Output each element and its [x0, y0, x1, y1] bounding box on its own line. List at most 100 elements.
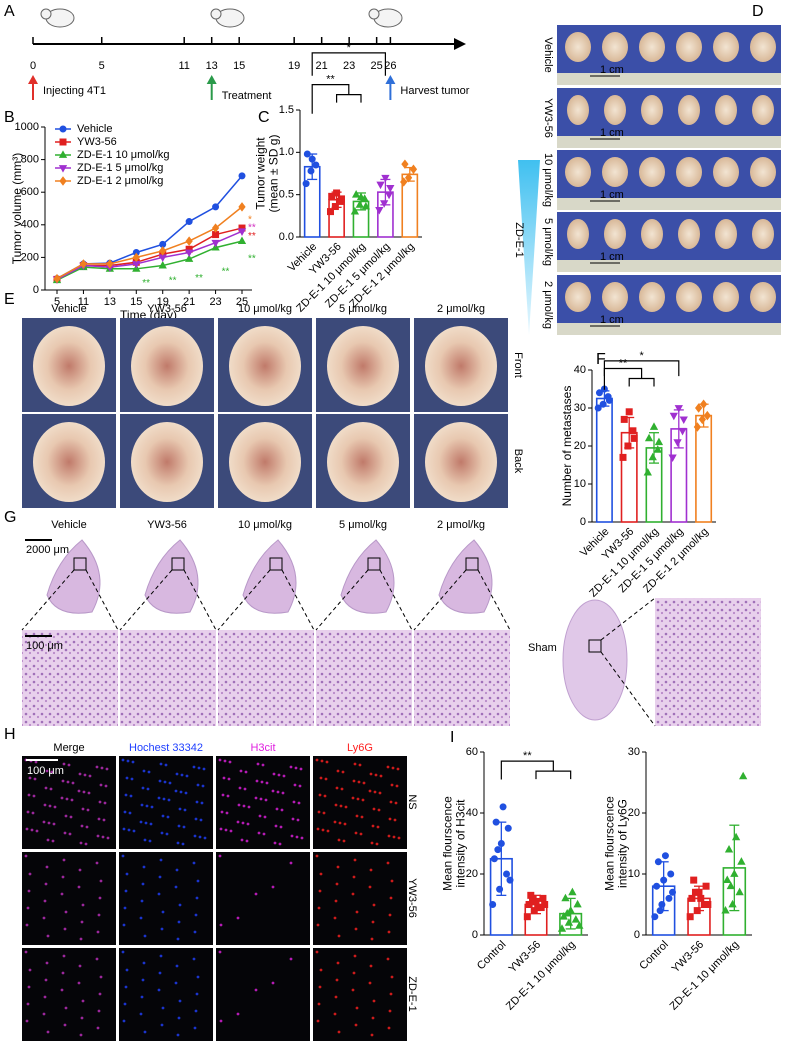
cell: [256, 762, 260, 766]
data-point: [356, 192, 366, 201]
bar: [595, 397, 613, 523]
cell: [224, 828, 228, 832]
data-point: [575, 921, 584, 929]
column-label: 10 μmol/kg: [238, 303, 292, 315]
cell: [315, 950, 319, 954]
cell: [60, 796, 64, 800]
row-label: YW3-56: [542, 98, 554, 138]
event-arrow-head: [206, 75, 217, 84]
cell: [78, 772, 82, 776]
cell: [128, 811, 132, 815]
cell: [389, 800, 393, 804]
cell: [370, 1033, 374, 1037]
cell: [247, 805, 251, 809]
data-point: [669, 412, 678, 421]
event-arrow-head: [385, 75, 396, 84]
y-tick-label: 20: [628, 807, 640, 819]
x-tick-label: 11: [78, 296, 89, 308]
data-point: [302, 180, 310, 188]
data-point: [605, 396, 613, 404]
histology-zoom: [316, 630, 412, 726]
cell: [236, 916, 240, 920]
data-point: [568, 887, 577, 896]
y-axis-label: Mean flourscence: [441, 796, 455, 891]
y-axis-label: Mean flourscence: [603, 796, 617, 891]
cell: [44, 978, 48, 982]
cell: [177, 824, 181, 828]
cell: [121, 950, 125, 954]
cell: [85, 825, 89, 829]
data-point: [492, 818, 500, 826]
cell: [337, 934, 341, 938]
cell: [49, 787, 53, 791]
series-point: [132, 252, 140, 263]
tumor: [602, 282, 628, 312]
data-point: [629, 427, 637, 435]
cell: [27, 985, 31, 989]
cell: [289, 957, 293, 961]
data-point: [337, 195, 345, 203]
cell: [184, 791, 188, 795]
tumor: [602, 157, 628, 187]
histology-zoom: [218, 630, 314, 726]
cell: [322, 811, 326, 815]
cell: [125, 968, 129, 972]
data-point: [665, 894, 673, 902]
cell: [178, 807, 182, 811]
data-point: [730, 869, 739, 877]
cell: [258, 814, 262, 818]
data-point: [731, 832, 741, 841]
cell: [145, 804, 149, 808]
legend-label: YW3-56: [77, 136, 117, 148]
x-tick-label: 5: [54, 296, 60, 308]
data-point: [333, 189, 341, 197]
cell: [279, 825, 283, 829]
cell: [260, 780, 264, 784]
cell: [359, 832, 363, 836]
cell: [218, 758, 222, 762]
row-label: YW3-56: [406, 878, 418, 918]
cell: [278, 842, 282, 846]
tumor: [604, 219, 626, 249]
cell: [162, 797, 166, 801]
panel-letter: F: [596, 351, 606, 368]
cell: [257, 831, 261, 835]
y-tick-label: 600: [21, 186, 39, 198]
data-point: [381, 174, 390, 183]
fluorescence-image: [119, 948, 213, 1041]
cell: [222, 776, 226, 780]
cell: [144, 821, 148, 825]
cell: [296, 818, 300, 822]
cell: [195, 800, 199, 804]
data-point: [653, 882, 661, 890]
cell: [202, 767, 206, 771]
cell: [101, 835, 105, 839]
cell: [246, 822, 250, 826]
cell: [149, 822, 153, 826]
tumor: [713, 32, 739, 62]
cell: [80, 920, 84, 924]
y-tick-label: 1000: [15, 121, 39, 133]
cell: [354, 927, 358, 931]
cell: [317, 1002, 321, 1006]
significance: **: [248, 223, 256, 234]
data-point: [698, 414, 706, 425]
zoom-box: [465, 557, 479, 571]
cell: [335, 882, 339, 886]
cell: [272, 772, 276, 776]
legend-marker: [58, 150, 68, 158]
data-point: [497, 840, 505, 847]
data-point: [648, 452, 657, 461]
cell: [369, 772, 373, 776]
cell: [45, 769, 49, 773]
cell: [87, 791, 91, 795]
series-point: [238, 172, 246, 180]
lung-section: [438, 539, 493, 614]
cell: [99, 975, 103, 979]
cell: [132, 829, 136, 833]
data-point: [571, 915, 581, 923]
x-tick-label: 25: [236, 296, 248, 308]
cell: [340, 787, 344, 791]
significance: **: [195, 273, 203, 284]
cell: [64, 814, 68, 818]
